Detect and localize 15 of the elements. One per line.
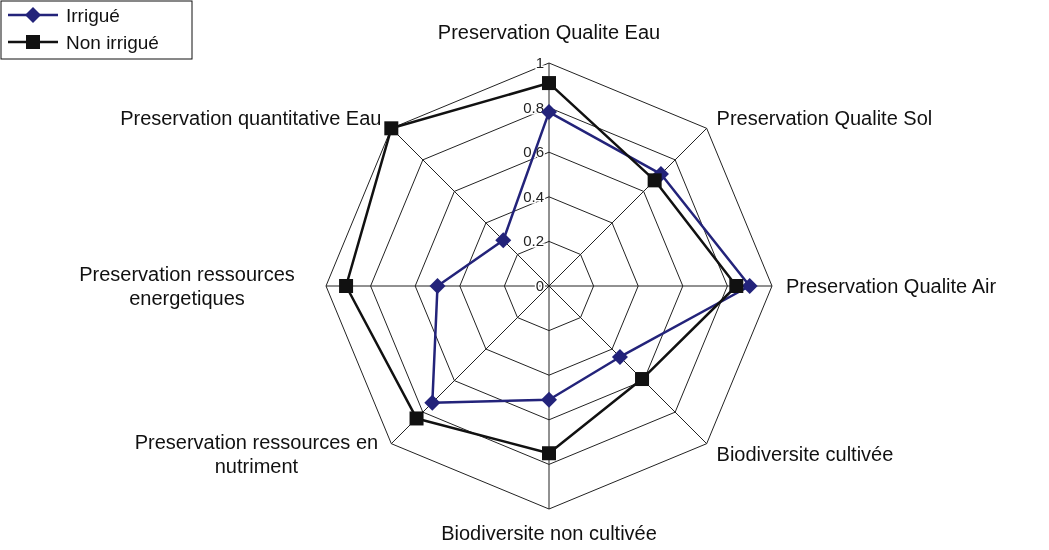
spoke-label: Preservation Qualite Air	[786, 275, 997, 297]
y-tick-label: 0.4	[523, 187, 544, 205]
spoke-label: Biodiversite cultivée	[716, 442, 894, 465]
y-tick-label: 1	[535, 54, 544, 71]
spoke-label: Preservation Qualite Eau	[437, 21, 661, 43]
y-tick-label: 0.8	[523, 98, 544, 116]
spoke-label: Preservation ressources en nutriment	[134, 430, 379, 477]
spoke-label: Preservation ressources energetiques	[79, 263, 295, 309]
spoke-label: Biodiversite non cultivée	[441, 522, 657, 544]
legend-label: Non irrigué	[66, 32, 159, 53]
spoke-label: Preservation Qualite Sol	[716, 107, 933, 130]
y-tick-label: 0	[535, 277, 544, 294]
legend-label: Irrigué	[66, 5, 120, 26]
spoke-label: Preservation quantitative Eau	[120, 107, 382, 130]
y-tick-label: 0.2	[523, 232, 544, 250]
